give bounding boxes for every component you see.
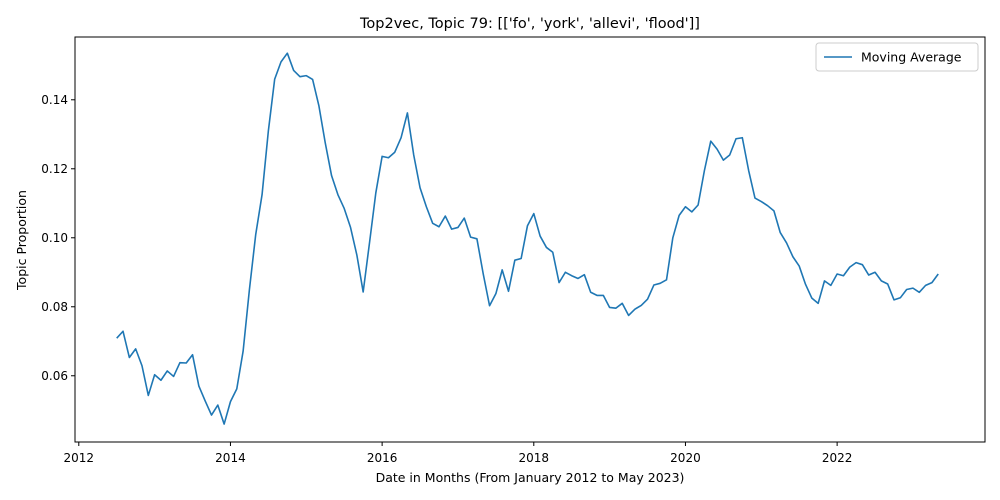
y-axis-label: Topic Proportion [14,190,29,291]
x-tick-label: 2014 [215,451,246,465]
x-axis-label: Date in Months (From January 2012 to May… [376,470,685,485]
x-tick-label: 2020 [670,451,701,465]
y-tick-label: 0.14 [41,93,68,107]
legend-box [815,42,979,72]
y-axis: 0.06 0.08 0.10 0.12 0.14 [41,93,75,383]
x-tick-label: 2016 [367,451,398,465]
y-tick-label: 0.10 [41,231,68,245]
legend: Moving Average [815,42,979,72]
legend-label: Moving Average [861,50,962,65]
y-tick-label: 0.12 [41,162,68,176]
y-tick-label: 0.06 [41,369,68,383]
x-tick-label: 2018 [519,451,550,465]
x-tick-label: 2022 [822,451,853,465]
series-line-moving-average [116,52,939,425]
plot-area [74,36,986,443]
chart-title: Top2vec, Topic 79: [['fo', 'york', 'alle… [359,16,700,32]
x-axis: 2012 2014 2016 2018 2020 2022 [64,442,853,465]
y-tick-label: 0.08 [41,300,68,314]
x-tick-label: 2012 [64,451,95,465]
